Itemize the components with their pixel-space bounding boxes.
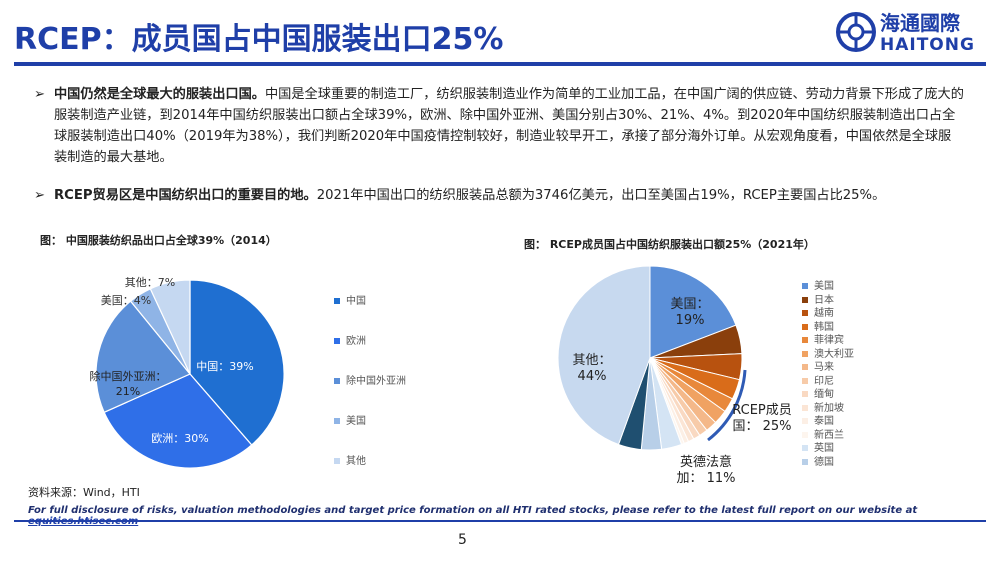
legend-item: 马来 (802, 358, 834, 373)
legend-swatch (802, 418, 808, 424)
pie-annotation: 英德法意加： 11% (676, 454, 735, 486)
pie-annotation: 其他： 44% (572, 353, 611, 384)
haitong-logo-icon (836, 12, 876, 52)
bullet-text: 2021年中国出口的纺织服装品总额为3746亿美元，出口至美国占19%，RCEP… (316, 188, 886, 203)
disclaimer-text: For full disclosure of risks, valuation … (28, 505, 918, 516)
legend-label: 中国 (346, 296, 366, 307)
legend-swatch (802, 310, 808, 316)
chart1-pie: 中国：39% 欧洲：30% 除中国外亚洲： 21% 美国：4% 其他：7% (90, 276, 285, 469)
disclaimer: For full disclosure of risks, valuation … (28, 505, 1000, 527)
bullet-lead: RCEP贸易区是中国纺织出口的重要目的地。 (54, 188, 317, 203)
chart2-title: 图： RCEP成员国占中国纺织服装出口额25%（2021年） (524, 238, 815, 251)
pie-label: 欧洲：30% (151, 432, 208, 445)
pie-slice-中国 (189, 279, 285, 446)
pie-slice-其他 (557, 265, 651, 446)
legend-label: 日本 (814, 294, 834, 306)
legend-item: 日本 (802, 291, 834, 306)
chart2-pie: 美国： 19% 其他： 44% RCEP成员国： 25% 英德法意加： 11% (557, 265, 792, 486)
legend-item: 其他 (334, 452, 366, 467)
bullet-arrow-icon: ➢ (34, 87, 46, 102)
legend-swatch (334, 458, 340, 464)
pie-label: 中国：39% (196, 360, 253, 373)
legend-label: 马来 (814, 362, 834, 373)
legend-label: 美国 (814, 281, 834, 292)
pie-label: 除中国外亚洲： 21% (90, 369, 167, 398)
legend-label: 澳大利亚 (814, 348, 854, 360)
page-number: 5 (458, 532, 467, 548)
legend-swatch (334, 338, 340, 344)
legend-swatch (802, 337, 808, 343)
legend-item: 除中国外亚洲 (334, 372, 406, 387)
legend-label: 除中国外亚洲 (346, 376, 406, 387)
footer-divider (14, 520, 986, 522)
legend-item: 德国 (802, 453, 834, 468)
legend-item: 中国 (334, 292, 366, 307)
chart1-title: 图： 中国服装纺织品出口占全球39%（2014） (40, 234, 277, 247)
legend-label: 美国 (346, 416, 366, 427)
legend-item: 韩国 (802, 318, 834, 333)
legend-swatch (802, 323, 808, 330)
bullet-item: ➢ RCEP贸易区是中国纺织出口的重要目的地。2021年中国出口的纺织服装品总额… (34, 185, 964, 206)
legend-item: 印尼 (802, 372, 834, 387)
legend-swatch (334, 418, 340, 424)
legend-label: 菲律宾 (814, 335, 844, 346)
haitong-logo: 海通國際 HAITONG (836, 10, 986, 56)
title-divider (14, 62, 986, 66)
legend-item: 欧洲 (334, 332, 366, 347)
legend-label: 新西兰 (814, 429, 844, 441)
bullet-lead: 中国仍然是全球最大的服装出口国。 (54, 87, 265, 102)
legend-item: 美国 (802, 277, 834, 292)
source-note: 资料来源：Wind，HTI (28, 486, 140, 499)
legend-label: 韩国 (814, 321, 834, 333)
logo-cn-text: 海通國際 (880, 11, 960, 35)
legend-label: 英国 (814, 443, 834, 454)
legend-label: 德国 (814, 456, 834, 468)
legend-label: 缅甸 (814, 389, 834, 400)
pie-label: 美国：4% (101, 294, 151, 307)
pie-slice-美国 (649, 265, 737, 359)
pie-slice-其他 (149, 279, 191, 375)
bullet-arrow-icon: ➢ (34, 188, 46, 203)
legend-swatch (802, 391, 808, 397)
page-title: RCEP：成员国占中国服装出口25% (14, 22, 504, 57)
bullet-item: ➢ 中国仍然是全球最大的服装出口国。中国是全球重要的制造工厂，纺织服装制造业作为… (34, 84, 964, 168)
legend-swatch (334, 298, 340, 304)
legend-label: 欧洲 (346, 336, 366, 347)
legend-item: 菲律宾 (802, 331, 844, 346)
bullet-text: 中国是全球重要的制造工厂，纺织服装制造业作为简单的工业加工品，在中国广阔的供应链… (54, 87, 964, 165)
legend-swatch (802, 458, 808, 465)
legend-swatch (802, 296, 808, 303)
legend-swatch (802, 283, 808, 289)
pie-annotation: 美国： 19% (670, 297, 709, 328)
legend-label: 泰国 (814, 416, 834, 427)
legend-item: 美国 (334, 412, 366, 427)
legend-label: 新加坡 (814, 402, 844, 414)
pie-slice-欧洲 (103, 373, 253, 469)
legend-item: 缅甸 (802, 385, 834, 400)
pie-label: 其他：7% (125, 276, 175, 289)
legend-swatch (334, 378, 340, 384)
legend-swatch (802, 431, 808, 438)
legend-label: 越南 (814, 308, 834, 319)
pie-slice-除中国外亚洲 (95, 300, 191, 414)
legend-item: 越南 (802, 304, 834, 319)
rcep-bracket (707, 369, 747, 442)
legend-item: 泰国 (802, 412, 834, 427)
legend-swatch (802, 404, 808, 411)
pie-annotation: RCEP成员国： 25% (732, 403, 792, 434)
legend-item: 澳大利亚 (802, 345, 854, 360)
legend-item: 英国 (802, 439, 834, 454)
legend-swatch (802, 364, 808, 370)
legend-item: 新加坡 (802, 399, 844, 414)
legend-label: 印尼 (814, 375, 834, 387)
logo-en-text: HAITONG (880, 35, 975, 55)
legend-label: 其他 (346, 456, 366, 467)
legend-swatch (802, 350, 808, 357)
legend-item: 新西兰 (802, 426, 844, 441)
legend-swatch (802, 445, 808, 451)
legend-swatch (802, 377, 808, 384)
